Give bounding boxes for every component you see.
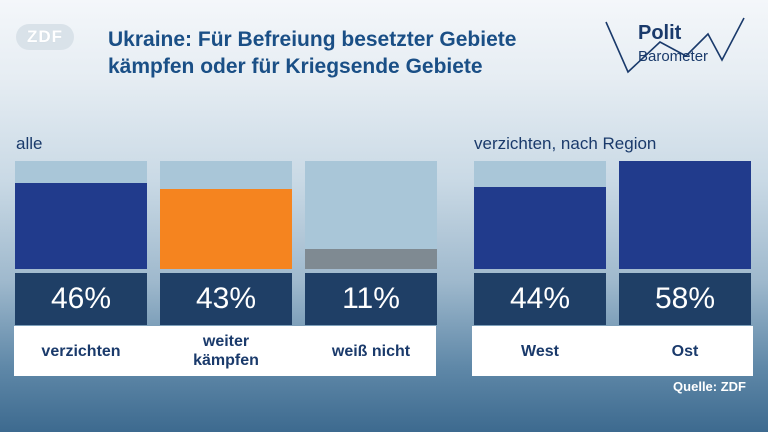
- bar-ost: [619, 161, 751, 269]
- value-label: 44%: [474, 273, 606, 325]
- barometer-text: Barometer: [638, 48, 709, 65]
- chart-title: Ukraine: Für Befreiung besetzter Gebiete…: [108, 26, 578, 80]
- bar-west: [474, 187, 606, 269]
- bar-track: [160, 161, 292, 269]
- category-label: weiter kämpfen: [193, 333, 259, 369]
- polit-text: Polit: [638, 22, 682, 44]
- category-label: West: [521, 342, 559, 360]
- value-label: 11%: [305, 273, 437, 325]
- bar-track: [305, 161, 437, 269]
- bar-track: [474, 161, 606, 269]
- category-strip-right: [472, 326, 753, 376]
- value-label: 58%: [619, 273, 751, 325]
- politbarometer-logo: Polit Barometer: [598, 10, 758, 76]
- category-label: verzichten: [41, 342, 121, 360]
- section-label-region: verzichten, nach Region: [474, 134, 657, 153]
- bar-track: [15, 161, 147, 269]
- category-label: weiß nicht: [331, 342, 411, 360]
- zdf-logo: ZDF: [16, 24, 74, 50]
- bar-weiter-kämpfen: [160, 189, 292, 269]
- bar-verzichten: [15, 183, 147, 269]
- source-note: Quelle: ZDF: [673, 379, 746, 394]
- value-label: 43%: [160, 273, 292, 325]
- bar-track: [619, 161, 751, 269]
- title-line-1: Ukraine: Für Befreiung besetzter Gebiete: [108, 28, 517, 51]
- title-line-2: kämpfen oder für Kriegsende Gebiete: [108, 55, 483, 78]
- category-label: Ost: [671, 342, 699, 360]
- politbarometer-line-icon: [605, 17, 745, 74]
- value-label: 46%: [15, 273, 147, 325]
- category-strip-left: [14, 326, 436, 376]
- bar-weiß-nicht: [305, 249, 437, 269]
- section-label-all: alle: [16, 134, 43, 153]
